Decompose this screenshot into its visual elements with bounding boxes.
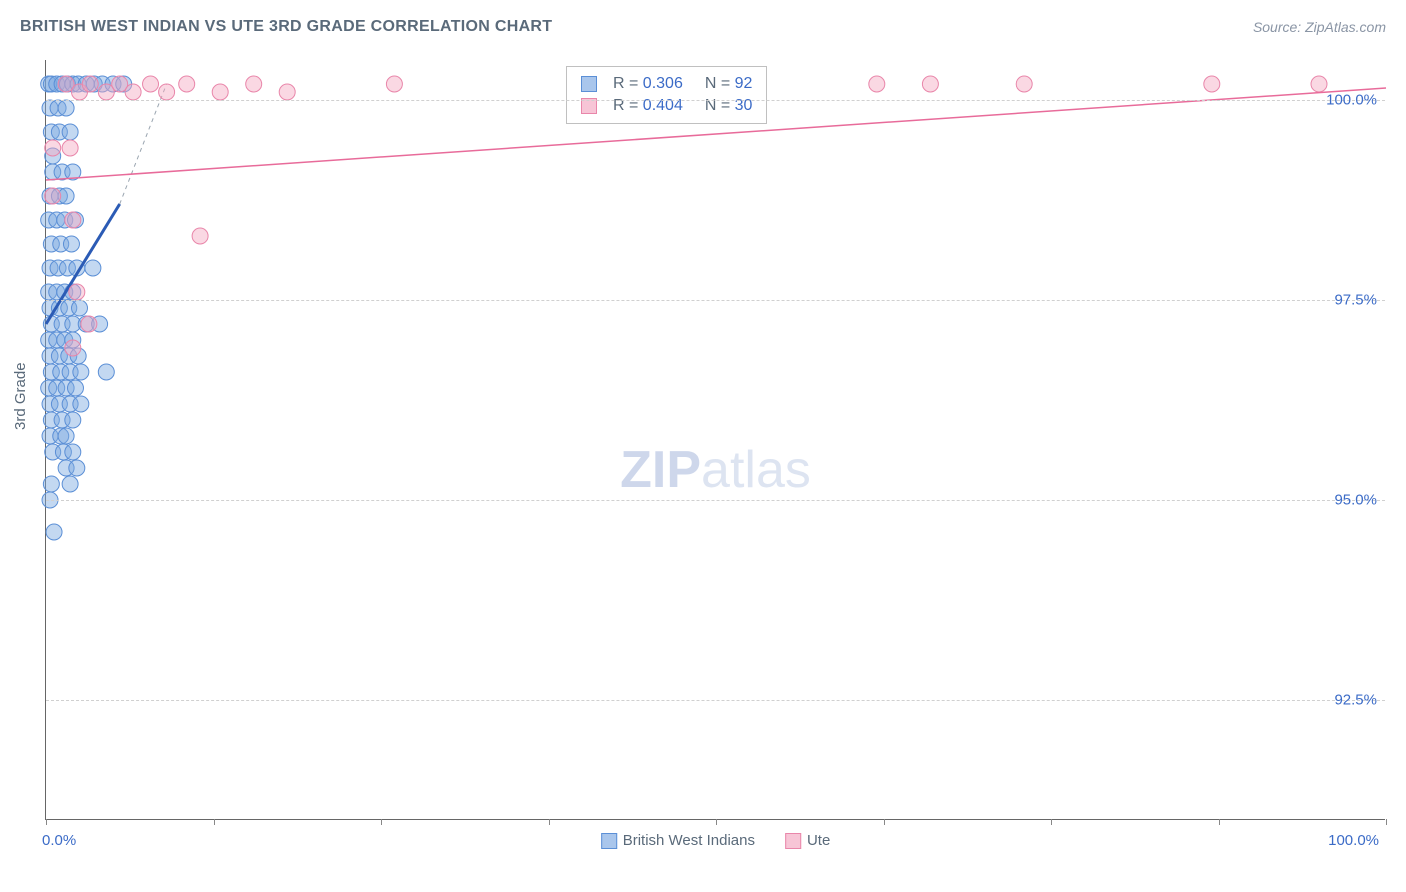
data-point [869,76,885,92]
x-tick [1219,819,1220,825]
legend-label: British West Indians [623,832,755,849]
data-point [62,476,78,492]
x-tick-min: 0.0% [42,832,76,849]
data-point [46,524,62,540]
data-point [73,364,89,380]
legend-label: Ute [807,832,830,849]
x-tick [46,819,47,825]
data-point [82,76,98,92]
data-point [43,476,59,492]
data-point [279,84,295,100]
chart-area: ZIPatlas R = 0.306N = 92R = 0.404N = 30 … [45,60,1385,820]
x-tick [1386,819,1387,825]
data-point [63,236,79,252]
data-point [72,300,88,316]
data-point [62,140,78,156]
source-label: Source: ZipAtlas.com [1253,19,1386,35]
data-point [179,76,195,92]
x-tick [716,819,717,825]
data-point [1016,76,1032,92]
data-point [62,124,78,140]
data-point [69,460,85,476]
data-point [73,396,89,412]
n-label: N = 92 [705,75,753,93]
data-point [65,212,81,228]
data-point [67,380,83,396]
data-point [58,100,74,116]
data-point [922,76,938,92]
data-point [81,316,97,332]
data-point [65,444,81,460]
data-point [1311,76,1327,92]
data-point [246,76,262,92]
data-point [85,260,101,276]
legend-item: Ute [785,832,830,849]
data-point [98,364,114,380]
y-tick-label: 92.5% [1334,692,1377,709]
legend-item: British West Indians [601,832,755,849]
gridline [46,300,1385,301]
legend-row: R = 0.404N = 30 [581,95,752,117]
y-tick-label: 100.0% [1326,92,1377,109]
x-tick-max: 100.0% [1328,832,1379,849]
legend-row: R = 0.306 N = 92 [581,73,752,95]
data-point [386,76,402,92]
data-point [143,76,159,92]
r-label: R = 0.306 [613,75,683,93]
data-point [45,140,61,156]
data-point [1204,76,1220,92]
legend-swatch [601,833,617,849]
data-point [125,84,141,100]
gridline [46,100,1385,101]
data-point [45,188,61,204]
series-legend: British West Indians Ute [601,832,831,849]
x-tick [549,819,550,825]
data-point [69,284,85,300]
data-point [192,228,208,244]
x-tick [214,819,215,825]
legend-swatch [581,76,597,92]
correlation-legend: R = 0.306 N = 92 R = 0.404N = 30 [566,66,767,124]
y-axis-label: 3rd Grade [12,362,29,430]
x-tick [884,819,885,825]
legend-swatch [785,833,801,849]
gridline [46,700,1385,701]
data-point [65,412,81,428]
data-point [58,428,74,444]
scatter-plot [46,60,1385,819]
y-tick-label: 95.0% [1334,492,1377,509]
x-tick [381,819,382,825]
data-point [65,340,81,356]
x-tick [1051,819,1052,825]
data-point [212,84,228,100]
chart-title: BRITISH WEST INDIAN VS UTE 3RD GRADE COR… [20,18,552,36]
regression-extension [120,84,167,204]
data-point [159,84,175,100]
gridline [46,500,1385,501]
y-tick-label: 97.5% [1334,292,1377,309]
